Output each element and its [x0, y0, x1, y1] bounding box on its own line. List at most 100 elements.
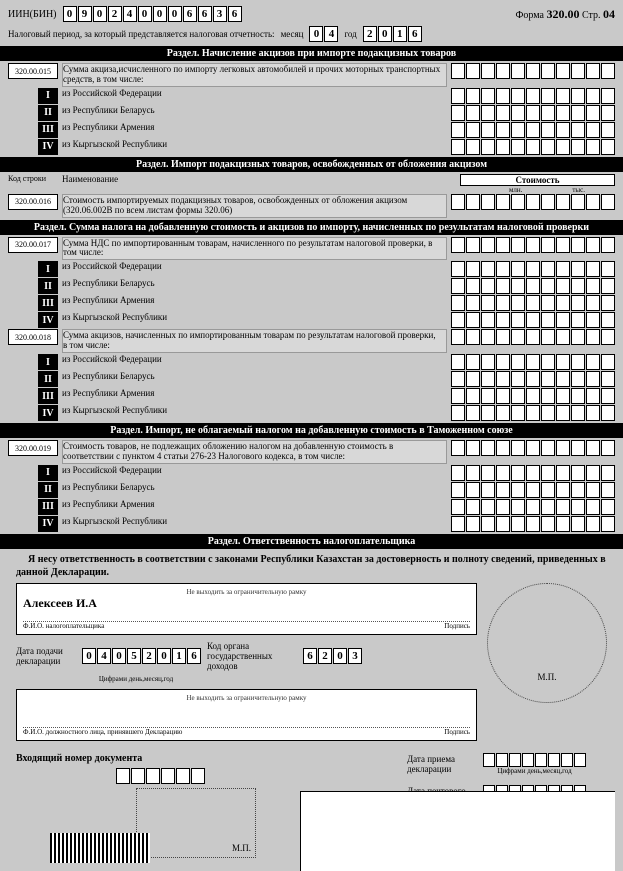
value-cells[interactable]: [451, 295, 615, 311]
value-cell[interactable]: [556, 388, 570, 404]
value-cells[interactable]: [451, 465, 615, 481]
digit-cell[interactable]: 4: [123, 6, 137, 22]
value-cell[interactable]: [466, 440, 480, 456]
value-cell[interactable]: [556, 194, 570, 210]
value-cell[interactable]: [496, 499, 510, 515]
value-cell[interactable]: [511, 516, 525, 532]
value-cell[interactable]: [481, 440, 495, 456]
value-cell[interactable]: [571, 465, 585, 481]
value-cell[interactable]: [571, 329, 585, 345]
value-cell[interactable]: [511, 312, 525, 328]
value-cell[interactable]: [571, 482, 585, 498]
digit-cell[interactable]: 2: [108, 6, 122, 22]
value-cell[interactable]: [481, 122, 495, 138]
value-cell[interactable]: [451, 278, 465, 294]
value-cell[interactable]: [451, 139, 465, 155]
value-cell[interactable]: [601, 261, 615, 277]
value-cell[interactable]: [526, 312, 540, 328]
value-cell[interactable]: [526, 261, 540, 277]
digit-cell[interactable]: 2: [363, 26, 377, 42]
digit-cell[interactable]: 1: [393, 26, 407, 42]
value-cell[interactable]: [601, 122, 615, 138]
value-cell[interactable]: [586, 237, 600, 253]
digit-cell[interactable]: [509, 753, 521, 767]
digit-cell[interactable]: 6: [187, 648, 201, 664]
value-cell[interactable]: [586, 295, 600, 311]
value-cell[interactable]: [481, 482, 495, 498]
value-cell[interactable]: [541, 371, 555, 387]
value-cell[interactable]: [586, 194, 600, 210]
value-cell[interactable]: [556, 105, 570, 121]
digit-cell[interactable]: [535, 753, 547, 767]
receive-date-cells[interactable]: [483, 753, 586, 767]
value-cell[interactable]: [496, 194, 510, 210]
digit-cell[interactable]: 0: [93, 6, 107, 22]
digit-cell[interactable]: 0: [153, 6, 167, 22]
value-cell[interactable]: [541, 88, 555, 104]
value-cell[interactable]: [586, 388, 600, 404]
value-cell[interactable]: [496, 516, 510, 532]
value-cells[interactable]: [451, 278, 615, 294]
value-cell[interactable]: [571, 295, 585, 311]
value-cell[interactable]: [496, 295, 510, 311]
value-cell[interactable]: [586, 88, 600, 104]
value-cell[interactable]: [541, 261, 555, 277]
value-cell[interactable]: [451, 122, 465, 138]
value-cell[interactable]: [571, 516, 585, 532]
taxpayer-name-box[interactable]: Не выходить за ограничительную рамку Але…: [16, 583, 477, 635]
value-cell[interactable]: [601, 278, 615, 294]
value-cell[interactable]: [466, 465, 480, 481]
value-cell[interactable]: [601, 371, 615, 387]
value-cell[interactable]: [541, 405, 555, 421]
value-cell[interactable]: [496, 465, 510, 481]
value-cell[interactable]: [556, 371, 570, 387]
value-cells[interactable]: [451, 354, 615, 370]
value-cell[interactable]: [526, 465, 540, 481]
incoming-cells[interactable]: [116, 768, 393, 784]
value-cell[interactable]: [526, 440, 540, 456]
value-cell[interactable]: [541, 388, 555, 404]
value-cell[interactable]: [601, 237, 615, 253]
value-cell[interactable]: [571, 194, 585, 210]
value-cells[interactable]: [451, 388, 615, 404]
value-cell[interactable]: [601, 516, 615, 532]
value-cell[interactable]: [496, 440, 510, 456]
value-cell[interactable]: [586, 405, 600, 421]
value-cell[interactable]: [481, 139, 495, 155]
value-cell[interactable]: [526, 354, 540, 370]
value-cell[interactable]: [481, 465, 495, 481]
value-cell[interactable]: [496, 388, 510, 404]
value-cell[interactable]: [541, 194, 555, 210]
value-cell[interactable]: [511, 388, 525, 404]
digit-cell[interactable]: 6: [183, 6, 197, 22]
value-cell[interactable]: [451, 194, 465, 210]
digit-cell[interactable]: 0: [333, 648, 347, 664]
digit-cell[interactable]: 2: [318, 648, 332, 664]
value-cell[interactable]: [571, 122, 585, 138]
value-cell[interactable]: [601, 499, 615, 515]
value-cell[interactable]: [556, 295, 570, 311]
digit-cell[interactable]: 4: [324, 26, 338, 42]
value-cell[interactable]: [481, 105, 495, 121]
value-cell[interactable]: [571, 388, 585, 404]
submit-date-cells[interactable]: 04052016: [82, 648, 201, 664]
value-cell[interactable]: [511, 405, 525, 421]
value-cells[interactable]: [451, 440, 615, 464]
value-cell[interactable]: [466, 499, 480, 515]
value-cell[interactable]: [496, 482, 510, 498]
value-cell[interactable]: [466, 405, 480, 421]
value-cell[interactable]: [601, 405, 615, 421]
value-cell[interactable]: [466, 105, 480, 121]
value-cell[interactable]: [511, 88, 525, 104]
digit-cell[interactable]: 5: [127, 648, 141, 664]
value-cell[interactable]: [526, 516, 540, 532]
value-cell[interactable]: [526, 88, 540, 104]
value-cell[interactable]: [571, 105, 585, 121]
value-cells[interactable]: [451, 516, 615, 532]
value-cells[interactable]: [451, 139, 615, 155]
digit-cell[interactable]: 3: [348, 648, 362, 664]
value-cell[interactable]: [496, 139, 510, 155]
value-cell[interactable]: [586, 499, 600, 515]
digit-cell[interactable]: [116, 768, 130, 784]
value-cell[interactable]: [601, 354, 615, 370]
